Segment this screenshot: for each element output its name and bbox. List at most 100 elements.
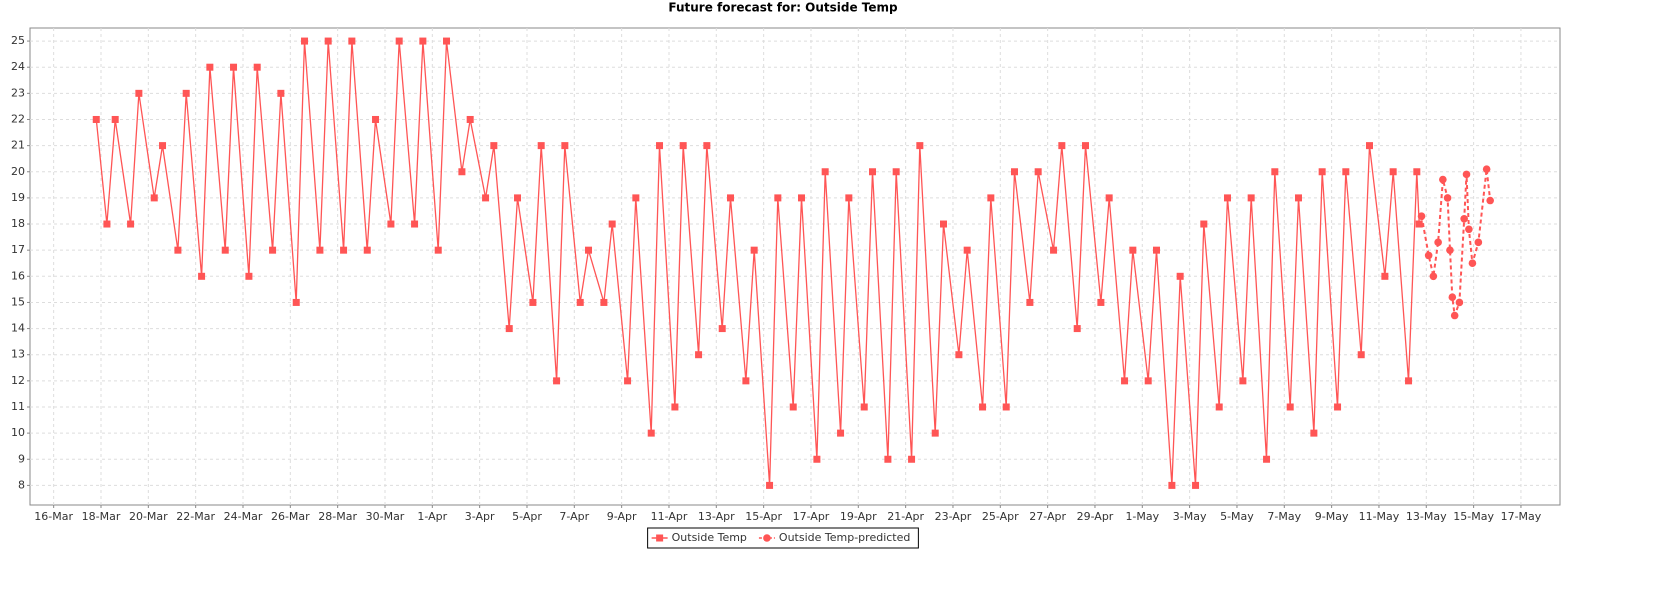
point <box>458 168 466 176</box>
point <box>1081 142 1089 150</box>
point <box>1073 325 1081 333</box>
point <box>695 351 703 359</box>
y-tick-label: 22 <box>11 112 25 125</box>
point <box>174 246 182 254</box>
point <box>718 325 726 333</box>
point <box>1405 377 1413 385</box>
y-tick-label: 10 <box>11 426 25 439</box>
point <box>1034 168 1042 176</box>
y-tick-label: 11 <box>11 400 25 413</box>
y-tick-label: 12 <box>11 374 25 387</box>
point <box>656 534 664 542</box>
point <box>553 377 561 385</box>
point <box>1144 377 1152 385</box>
point <box>632 194 640 202</box>
y-tick-label: 13 <box>11 348 25 361</box>
point <box>750 246 758 254</box>
point <box>1357 351 1365 359</box>
legend-box <box>647 527 919 549</box>
y-tick-label: 9 <box>18 452 25 465</box>
x-tick-label: 13-May <box>1406 510 1447 523</box>
point <box>1462 170 1471 179</box>
point <box>774 194 782 202</box>
point <box>1460 215 1468 223</box>
point <box>363 246 371 254</box>
point <box>1239 377 1247 385</box>
y-tick-label: 23 <box>11 86 25 99</box>
point <box>1247 194 1255 202</box>
point <box>845 194 853 202</box>
point <box>869 168 877 176</box>
point <box>253 63 261 71</box>
x-tick-label: 11-Apr <box>651 510 688 523</box>
x-tick-label: 29-Apr <box>1077 510 1114 523</box>
point <box>103 220 111 228</box>
point <box>1482 165 1491 173</box>
point <box>1050 246 1058 254</box>
point <box>763 534 771 542</box>
point <box>514 194 522 202</box>
point <box>1439 175 1447 184</box>
point <box>537 142 545 150</box>
point <box>340 246 348 254</box>
point <box>1474 238 1483 247</box>
point <box>1105 194 1113 202</box>
point <box>316 246 324 254</box>
x-tick-label: 30-Mar <box>366 510 405 523</box>
point <box>1415 220 1423 228</box>
point <box>395 37 403 45</box>
y-tick-label: 14 <box>11 322 25 335</box>
point <box>111 115 119 123</box>
point <box>931 429 939 437</box>
point <box>1342 168 1350 176</box>
x-tick-label: 23-Apr <box>935 510 972 523</box>
plot-area <box>29 27 1561 506</box>
point <box>1389 168 1397 176</box>
point <box>505 325 513 333</box>
point <box>206 63 214 71</box>
point <box>1413 168 1421 176</box>
point <box>1129 246 1137 254</box>
point <box>1318 168 1326 176</box>
point <box>277 89 285 97</box>
point <box>671 403 679 411</box>
point <box>608 220 616 228</box>
x-tick-label: 16-Mar <box>34 510 73 523</box>
point <box>127 220 135 228</box>
point <box>490 142 498 150</box>
point <box>1468 259 1477 268</box>
point <box>1424 251 1433 260</box>
point <box>411 220 419 228</box>
point <box>884 455 892 463</box>
point <box>789 403 797 411</box>
point <box>1443 194 1452 202</box>
point <box>576 298 584 306</box>
point <box>1294 194 1302 202</box>
point <box>1455 298 1464 307</box>
point <box>221 246 229 254</box>
point <box>230 63 238 71</box>
x-tick-label: 19-Apr <box>840 510 877 523</box>
point <box>585 246 593 254</box>
point <box>159 142 167 150</box>
y-tick-label: 15 <box>11 295 25 308</box>
x-tick-label: 5-May <box>1220 510 1254 523</box>
point <box>1026 298 1034 306</box>
x-tick-label: 24-Mar <box>224 510 263 523</box>
point <box>182 89 190 97</box>
point <box>1192 481 1200 489</box>
point <box>1002 403 1010 411</box>
y-tick-label: 19 <box>11 191 25 204</box>
point <box>135 89 143 97</box>
point <box>1365 142 1373 150</box>
point <box>466 115 474 123</box>
point <box>372 115 380 123</box>
x-tick-label: 20-Mar <box>129 510 168 523</box>
x-tick-label: 9-May <box>1315 510 1349 523</box>
point <box>940 220 948 228</box>
point <box>1334 403 1342 411</box>
point <box>482 194 490 202</box>
point <box>742 377 750 385</box>
point <box>92 115 100 123</box>
point <box>1168 481 1176 489</box>
